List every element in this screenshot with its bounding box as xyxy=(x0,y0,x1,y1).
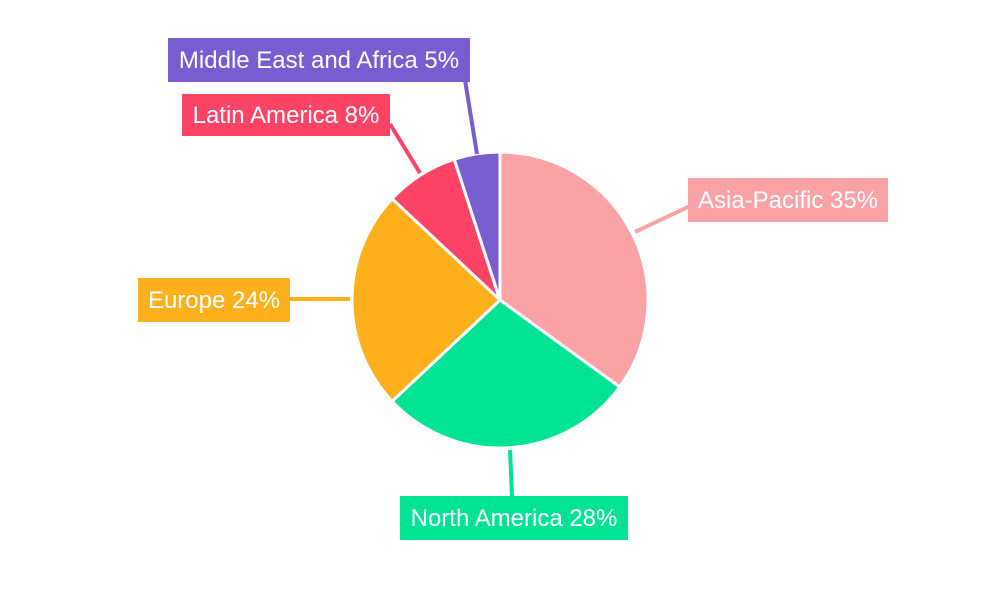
slice-label-box xyxy=(168,38,470,82)
leader-line-north-america xyxy=(508,449,514,497)
pie-slice-north-america[interactable] xyxy=(390,298,622,450)
leader-lines xyxy=(290,79,691,497)
slice-label-box xyxy=(138,278,290,322)
slice-labels: Asia-Pacific 35% North America 28% Europe … xyxy=(138,38,888,540)
leader-line-latin-america xyxy=(388,122,422,175)
slice-label-asia-pacific: Asia-Pacific 35% xyxy=(688,178,888,222)
slice-label-text: Asia-Pacific 35% xyxy=(698,187,878,214)
pie-slice-asia-pacific[interactable] xyxy=(498,150,650,389)
slice-label-north-america: North America 28% xyxy=(400,496,628,540)
leader-line-asia-pacific xyxy=(634,204,691,234)
slice-label-middle-east-and-africa: Middle East and Africa 5% xyxy=(168,38,470,82)
pie-slices xyxy=(350,150,650,450)
slice-label-europe: Europe 24% xyxy=(138,278,290,322)
slice-label-text: Middle East and Africa 5% xyxy=(179,47,459,74)
leader-line-middle-east-and-africa xyxy=(463,79,479,155)
slice-label-box xyxy=(400,496,628,540)
slice-label-box xyxy=(182,94,390,136)
slice-label-text: Latin America 8% xyxy=(193,102,380,129)
slice-label-text: Europe 24% xyxy=(148,287,280,314)
pie-slice-europe[interactable] xyxy=(350,197,502,403)
slice-label-box xyxy=(688,178,888,222)
slice-label-text: North America 28% xyxy=(411,505,618,532)
slice-label-latin-america: Latin America 8% xyxy=(182,94,390,136)
